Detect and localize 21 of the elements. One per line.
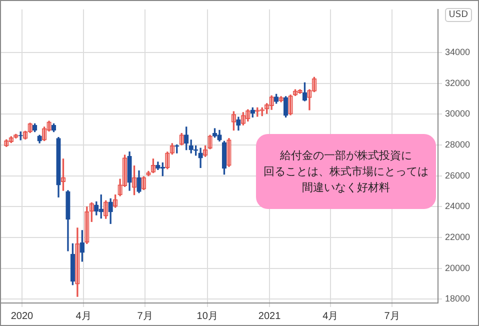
y-tick-label: 30000 xyxy=(445,108,470,119)
x-tick-label: 7月 xyxy=(384,310,400,322)
x-tick-label: 7月 xyxy=(137,310,153,322)
callout-box: 給付金の一部が株式投資に 回ることは、株式市場にとっては 間違いなく好材料 xyxy=(256,134,436,209)
x-tick-label: 4月 xyxy=(322,310,338,322)
y-tick-label: 32000 xyxy=(445,78,470,88)
annotation: 回ることは、株式市場にとっては xyxy=(264,164,428,180)
y-tick-label: 28000 xyxy=(445,140,470,150)
annotation: 給付金の一部が株式投資に xyxy=(280,148,412,164)
y-tick-label: 24000 xyxy=(445,201,470,212)
annotation: 間違いなく好材料 xyxy=(302,180,390,196)
y-tick-label: 20000 xyxy=(445,262,470,273)
y-tick-label: 22000 xyxy=(445,232,470,242)
y-tick-label: 18000 xyxy=(445,294,470,304)
x-tick-label: 10月 xyxy=(196,310,218,322)
y-tick-label: 26000 xyxy=(445,170,470,180)
x-tick-label: 4月 xyxy=(76,310,92,322)
x-tick-label: 2021 xyxy=(258,310,282,322)
y-axis-title: USD xyxy=(444,8,472,22)
x-tick-label: 2020 xyxy=(10,310,34,322)
y-tick-label: 34000 xyxy=(445,47,470,58)
